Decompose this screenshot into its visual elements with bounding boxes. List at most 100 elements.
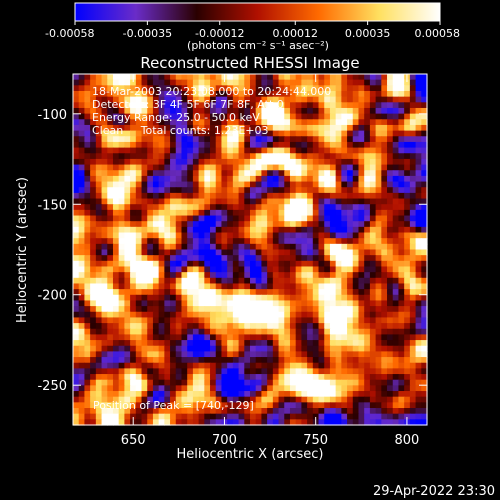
heatmap-cell: [387, 340, 394, 347]
heatmap-cell: [107, 141, 114, 149]
heatmap-cell: [375, 158, 382, 166]
heatmap-cell: [158, 260, 165, 268]
heatmap-cell: [392, 408, 400, 415]
heatmap-cell: [409, 107, 417, 115]
heatmap-cell: [387, 147, 394, 154]
heatmap-cell: [198, 119, 205, 126]
heatmap-cell: [124, 204, 131, 211]
heatmap-cell: [198, 175, 205, 183]
heatmap-cell: [375, 249, 382, 256]
heatmap-cell: [95, 124, 103, 132]
heatmap-cell: [324, 351, 331, 358]
heatmap-cell: [364, 300, 371, 307]
heatmap-cell: [364, 396, 371, 403]
heatmap-cell: [101, 351, 108, 358]
heatmap-cell: [215, 351, 223, 358]
heatmap-cell: [170, 351, 177, 358]
heatmap-cell: [73, 294, 80, 302]
heatmap-cell: [187, 232, 194, 239]
heatmap-cell: [267, 147, 274, 154]
heatmap-cell: [73, 413, 80, 420]
heatmap-cell: [381, 238, 388, 245]
heatmap-cell: [261, 136, 268, 143]
heatmap-cell: [387, 379, 394, 386]
heatmap-cell: [415, 283, 422, 290]
heatmap-cell: [364, 368, 371, 375]
heatmap-cell: [78, 283, 86, 290]
heatmap-cell: [261, 300, 268, 307]
heatmap-cell: [170, 226, 177, 234]
heatmap-cell: [272, 141, 280, 149]
heatmap-cell: [124, 408, 131, 415]
heatmap-cell: [358, 141, 365, 149]
heatmap-cell: [267, 283, 274, 290]
heatmap-cell: [95, 198, 103, 205]
heatmap-cell: [318, 379, 325, 386]
heatmap-cell: [364, 362, 371, 369]
heatmap-cell: [204, 311, 211, 319]
heatmap-cell: [124, 175, 131, 183]
heatmap-cell: [244, 175, 251, 183]
annotation-peak-position: Position of Peak = [740,-129]: [93, 399, 254, 412]
heatmap-cell: [118, 124, 125, 132]
heatmap-cell: [238, 153, 245, 160]
heatmap-cell: [250, 226, 257, 234]
heatmap-cell: [289, 266, 297, 273]
heatmap-cell: [244, 266, 251, 273]
heatmap-cell: [352, 90, 360, 98]
heatmap-cell: [175, 130, 183, 137]
heatmap-cell: [238, 102, 245, 109]
heatmap-cell: [358, 368, 365, 375]
heatmap-cell: [421, 141, 428, 149]
heatmap-cell: [175, 413, 183, 420]
heatmap-cell: [204, 334, 211, 341]
heatmap-cell: [387, 362, 394, 369]
heatmap-cell: [198, 351, 205, 358]
heatmap-cell: [301, 379, 308, 386]
heatmap-cell: [135, 181, 143, 188]
heatmap-cell: [238, 283, 245, 290]
heatmap-cell: [392, 413, 400, 420]
heatmap-cell: [238, 306, 245, 313]
colorbar: [74, 2, 441, 22]
heatmap-cell: [95, 362, 103, 369]
heatmap-cell: [301, 96, 308, 103]
heatmap-cell: [187, 408, 194, 415]
heatmap-cell: [147, 74, 154, 81]
footer-timestamp: 29-Apr-2022 23:30: [373, 484, 495, 499]
heatmap-cell: [112, 209, 120, 217]
heatmap-cell: [232, 357, 240, 364]
heatmap-cell: [95, 249, 103, 256]
heatmap-cell: [415, 413, 422, 420]
heatmap-cell: [307, 158, 314, 166]
heatmap-cell: [267, 141, 274, 149]
heatmap-cell: [358, 85, 365, 92]
colorbar-tick-label: -0.00012: [195, 27, 244, 40]
heatmap-cell: [78, 413, 86, 420]
heatmap-cell: [90, 192, 97, 200]
heatmap-cell: [278, 90, 285, 98]
heatmap-cell: [415, 323, 422, 330]
heatmap-cell: [95, 272, 103, 279]
heatmap-cell: [158, 334, 165, 341]
heatmap-cell: [318, 243, 325, 251]
heatmap-cell: [284, 362, 291, 369]
heatmap-cell: [272, 187, 280, 194]
heatmap-cell: [324, 328, 331, 336]
heatmap-cell: [278, 243, 285, 251]
heatmap-cell: [261, 419, 268, 426]
heatmap-cell: [181, 107, 188, 115]
heatmap-cell: [398, 130, 405, 137]
heatmap-cell: [267, 238, 274, 245]
heatmap-cell: [204, 340, 211, 347]
heatmap-cell: [112, 357, 120, 364]
heatmap-cell: [341, 198, 348, 205]
heatmap-cell: [375, 260, 382, 268]
heatmap-cell: [278, 153, 285, 160]
heatmap-cell: [261, 204, 268, 211]
heatmap-cell: [318, 311, 325, 319]
heatmap-cell: [324, 215, 331, 222]
heatmap-cell: [415, 402, 422, 409]
heatmap-cell: [135, 74, 143, 81]
heatmap-cell: [95, 209, 103, 217]
